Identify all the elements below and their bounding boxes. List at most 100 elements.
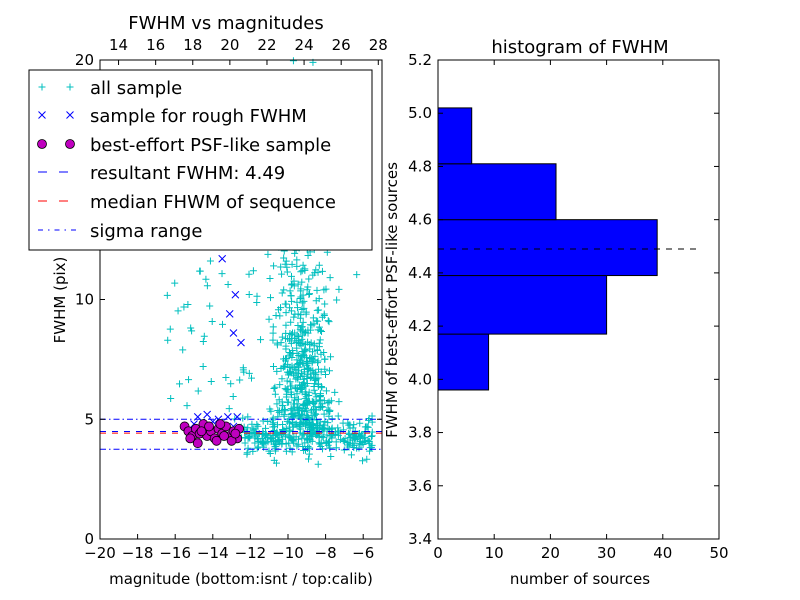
- all-sample-point: [305, 290, 313, 298]
- all-sample-point: [325, 398, 333, 406]
- all-sample-point: [272, 312, 280, 320]
- all-sample-point: [311, 390, 319, 398]
- all-sample-point: [206, 257, 214, 265]
- legend-label-all-sample: all sample: [90, 78, 182, 99]
- all-sample-point: [337, 436, 345, 444]
- all-sample-point: [314, 326, 322, 334]
- all-sample-point: [344, 439, 352, 447]
- all-sample-point: [253, 298, 261, 306]
- all-sample-point: [310, 399, 318, 407]
- all-sample-point: [245, 433, 253, 441]
- histogram-xtick-label: 40: [653, 544, 672, 562]
- all-sample-point: [196, 267, 204, 275]
- all-sample-point: [236, 376, 244, 384]
- all-sample-point: [266, 405, 274, 413]
- all-sample-point: [286, 426, 294, 434]
- scatter-top-xtick-label: 16: [146, 36, 165, 54]
- all-sample-point: [315, 261, 323, 269]
- scatter-xtick-label: −10: [272, 544, 304, 562]
- all-sample-point: [282, 257, 290, 265]
- all-sample-point: [359, 440, 367, 448]
- all-sample-point: [324, 438, 332, 446]
- all-sample-point: [325, 367, 333, 375]
- scatter-top-xtick-label: 24: [295, 36, 314, 54]
- all-sample-point: [291, 396, 299, 404]
- all-sample-point: [240, 368, 248, 376]
- all-sample-point: [297, 425, 305, 433]
- all-sample-point: [187, 324, 195, 332]
- all-sample-point: [328, 424, 336, 432]
- all-sample-point: [352, 435, 360, 443]
- all-sample-point: [333, 296, 341, 304]
- all-sample-point: [203, 282, 211, 290]
- legend-label-sigma-range: sigma range: [90, 221, 202, 242]
- all-sample-point: [287, 281, 295, 289]
- all-sample-point: [331, 388, 339, 396]
- all-sample-point: [326, 274, 334, 282]
- histogram-ytick-label: 4.4: [408, 264, 432, 282]
- all-sample-point: [286, 350, 294, 358]
- all-sample-point: [290, 313, 298, 321]
- scatter-xlabel: magnitude (bottom:isnt / top:calib): [109, 570, 373, 588]
- all-sample-point: [273, 367, 281, 375]
- all-sample-point: [277, 304, 285, 312]
- all-sample-point: [327, 353, 335, 361]
- all-sample-point: [305, 392, 313, 400]
- all-sample-point: [300, 379, 308, 387]
- all-sample-point: [350, 444, 358, 452]
- all-sample-point: [258, 431, 266, 439]
- all-sample-point: [332, 438, 340, 446]
- all-sample-point: [266, 274, 274, 282]
- all-sample-point: [293, 256, 301, 264]
- all-sample-point: [274, 437, 282, 445]
- all-sample-point: [306, 290, 314, 298]
- all-sample-point: [368, 418, 376, 426]
- all-sample-point: [288, 297, 296, 305]
- all-sample-point: [298, 335, 306, 343]
- all-sample-point: [305, 450, 313, 458]
- all-sample-point: [283, 368, 291, 376]
- all-sample-point: [355, 432, 363, 440]
- all-sample-point: [306, 354, 314, 362]
- all-sample-point: [316, 393, 324, 401]
- all-sample-point: [368, 432, 376, 440]
- all-sample-point: [303, 361, 311, 369]
- all-sample-point: [293, 344, 301, 352]
- all-sample-point: [332, 444, 340, 452]
- all-sample-point: [290, 439, 298, 447]
- all-sample-point: [287, 292, 295, 300]
- all-sample-point: [299, 318, 307, 326]
- all-sample-point: [310, 412, 318, 420]
- psf-sample-point: [192, 438, 203, 449]
- all-sample-point: [298, 351, 306, 359]
- psf-sample-point: [215, 419, 226, 429]
- all-sample-point: [293, 390, 301, 398]
- all-sample-point: [273, 400, 281, 408]
- all-sample-point: [249, 425, 257, 433]
- scatter-xtick-label: −6: [352, 544, 374, 562]
- all-sample-point: [298, 278, 306, 286]
- all-sample-point: [368, 412, 376, 420]
- all-sample-point: [291, 249, 299, 257]
- all-sample-point: [294, 395, 302, 403]
- all-sample-point: [344, 429, 352, 437]
- all-sample-point: [303, 434, 311, 442]
- all-sample-point: [299, 430, 307, 438]
- rough-sample-point: [223, 413, 232, 421]
- histogram-ytick-label: 4.8: [408, 157, 432, 175]
- rough-sample-point: [203, 410, 212, 419]
- all-sample-point: [164, 336, 172, 344]
- all-sample-point: [299, 261, 307, 269]
- all-sample-point: [297, 356, 305, 364]
- all-sample-point: [300, 304, 308, 312]
- all-sample-point: [224, 280, 232, 288]
- all-sample-point: [282, 357, 290, 365]
- all-sample-point: [300, 375, 308, 383]
- all-sample-point: [277, 263, 285, 271]
- all-sample-point: [244, 424, 252, 432]
- all-sample-point: [299, 331, 307, 339]
- all-sample-point: [299, 372, 307, 380]
- all-sample-point: [167, 394, 175, 402]
- all-sample-point: [366, 447, 374, 455]
- all-sample-point: [281, 300, 289, 308]
